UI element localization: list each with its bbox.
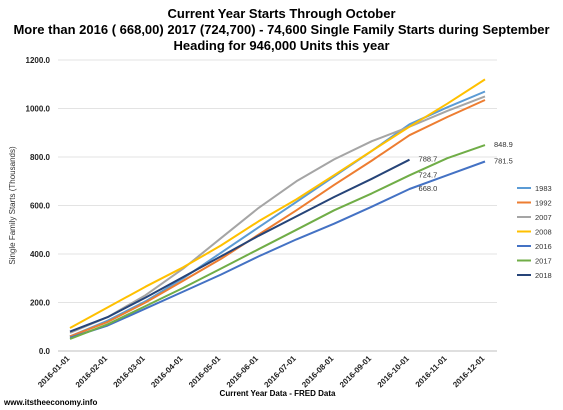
legend-label-1983: 1983 — [535, 184, 552, 193]
source-credit: www.itstheeconomy.info — [3, 398, 97, 407]
series-line-1992 — [69, 99, 486, 338]
legend-label-2017: 2017 — [535, 257, 552, 266]
legend-label-1992: 1992 — [535, 199, 552, 208]
legend-label-2007: 2007 — [535, 213, 552, 222]
series-line-2017 — [69, 144, 486, 340]
x-tick-label: 2016-01-01 — [36, 354, 72, 390]
y-tick-label: 800.0 — [30, 153, 51, 162]
legend-label-2016: 2016 — [535, 242, 552, 251]
data-label-2016: 668.0 — [419, 184, 438, 193]
x-tick-label: 2016-08-01 — [300, 354, 336, 390]
x-axis-title: Current Year Data - FRED Data — [220, 389, 336, 398]
x-tick-label: 2016-07-01 — [262, 354, 298, 390]
series-line-2007 — [69, 95, 486, 334]
x-tick-label: 2016-02-01 — [74, 354, 110, 390]
chart-title-line-1: Current Year Starts Through October — [167, 6, 396, 21]
series-line-2008 — [69, 78, 486, 329]
x-tick-label: 2016-06-01 — [225, 354, 261, 390]
y-tick-label: 0.0 — [39, 347, 51, 356]
legend-label-2018: 2018 — [535, 271, 552, 280]
x-tick-label: 2016-03-01 — [112, 354, 148, 390]
y-tick-label: 1000.0 — [26, 105, 51, 114]
x-tick-label: 2016-05-01 — [187, 354, 223, 390]
data-label-2017: 724.7 — [419, 170, 438, 179]
y-tick-label: 200.0 — [30, 299, 51, 308]
x-tick-label: 2016-12-01 — [451, 354, 487, 390]
series-line-1983 — [69, 90, 486, 338]
y-tick-label: 600.0 — [30, 202, 51, 211]
chart-title-line-2: More than 2016 ( 668,00) 2017 (724,700) … — [13, 22, 550, 37]
y-axis-title: Single Family Starts (Thousands) — [8, 146, 17, 265]
legend-label-2008: 2008 — [535, 228, 552, 237]
chart-title-line-3: Heading for 946,000 Units this year — [173, 38, 390, 53]
x-tick-label: 2016-10-01 — [376, 354, 412, 390]
y-tick-label: 400.0 — [30, 250, 51, 259]
y-tick-label: 1200.0 — [26, 56, 51, 65]
series-line-2018 — [69, 158, 410, 333]
data-label-2018: 788.7 — [419, 155, 438, 164]
series-line-2016 — [69, 160, 486, 339]
x-tick-label: 2016-11-01 — [414, 354, 449, 389]
x-tick-label: 2016-04-01 — [149, 354, 185, 390]
data-label-2017: 848.9 — [494, 140, 513, 149]
data-label-2016: 781.5 — [494, 156, 513, 165]
x-tick-label: 2016-09-01 — [338, 354, 374, 390]
